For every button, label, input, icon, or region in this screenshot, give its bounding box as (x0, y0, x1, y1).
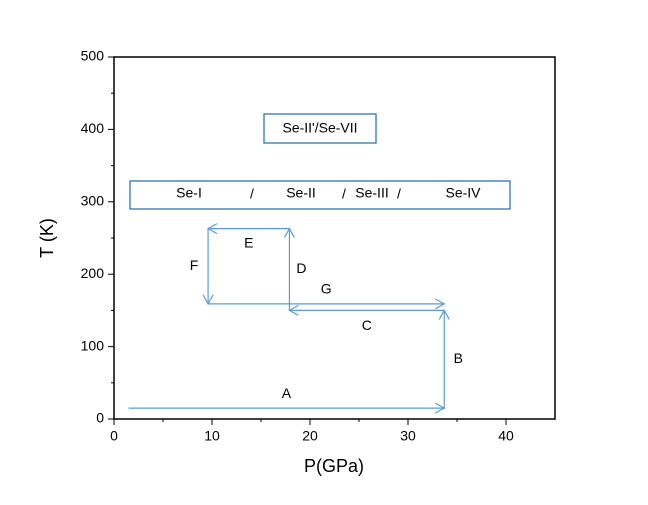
y-tick-label: 400 (81, 120, 105, 136)
arrow-label: E (244, 234, 253, 250)
phase-label: Se-II (286, 185, 316, 201)
phase-separator: / (250, 186, 254, 202)
phase-box (129, 180, 511, 210)
phase-label: Se-I (176, 185, 202, 201)
arrow-label: F (190, 257, 199, 273)
arrow-label: A (282, 385, 292, 401)
x-tick-label: 10 (204, 428, 220, 444)
arrow-label: B (454, 350, 463, 366)
x-tick-label: 0 (110, 428, 118, 444)
y-tick-label: 200 (81, 265, 105, 281)
plot-frame (113, 56, 556, 420)
phase-label: Se-III (355, 185, 388, 201)
y-axis-title: T (K) (37, 218, 57, 258)
x-tick-label: 20 (302, 428, 318, 444)
x-tick-label: 30 (400, 428, 416, 444)
y-tick-label: 100 (81, 337, 105, 353)
arrow-label: G (321, 281, 332, 297)
x-tick-label: 40 (498, 428, 514, 444)
y-tick-label: 300 (81, 193, 105, 209)
annotation-box (263, 113, 377, 144)
phase-separator: / (342, 186, 346, 202)
y-tick-label: 500 (81, 48, 105, 64)
arrow-label: D (296, 260, 306, 276)
phase-separator: / (397, 186, 401, 202)
phase-label: Se-IV (445, 185, 481, 201)
x-axis-title: P(GPa) (304, 456, 364, 476)
annotation: Se-II'/Se-VII (282, 120, 357, 136)
y-tick-label: 0 (96, 410, 104, 426)
arrow-label: C (362, 317, 372, 333)
